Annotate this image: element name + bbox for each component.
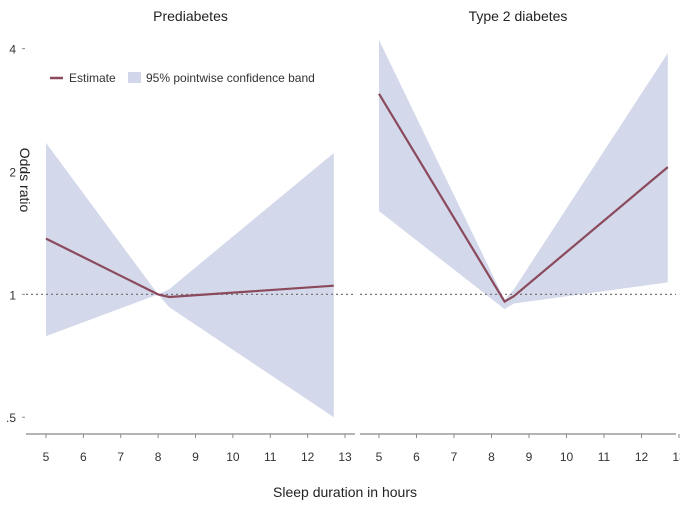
x-tick-label: 7 (117, 450, 124, 464)
y-axis: .5 1 2 4 (6, 43, 25, 425)
x-tick-label: 11 (264, 450, 277, 464)
legend-band-label: 95% pointwise confidence band (146, 71, 315, 85)
y-tick-label: 4 (9, 43, 16, 57)
x-tick-label: 10 (226, 450, 240, 464)
x-tick-label: 6 (413, 450, 420, 464)
x-tick-label: 11 (598, 450, 611, 464)
legend-band-swatch (128, 72, 141, 83)
panel-title: Type 2 diabetes (469, 8, 568, 24)
x-tick-label: 9 (192, 450, 199, 464)
estimate-line (45, 237, 334, 299)
x-tick-label: 5 (376, 450, 383, 464)
x-tick-label: 12 (635, 450, 649, 464)
legend: Estimate 95% pointwise confidence band (50, 71, 315, 85)
chart-panels: Prediabetes 5 6 7 8 9 10 11 12 13 Type 2 diabetes 5… (26, 8, 680, 464)
panel-type-2-diabetes: Type 2 diabetes 5 6 7 8 9 10 11 12 13 (360, 8, 680, 464)
y-axis-title: Odds ratio (17, 148, 33, 213)
y-tick-label: 2 (9, 166, 16, 180)
x-tick-label: 7 (451, 450, 458, 464)
y-tick-label: .5 (6, 411, 16, 425)
x-tick-label: 10 (560, 450, 574, 464)
x-tick-label: 13 (338, 450, 352, 464)
x-tick-label: 12 (301, 450, 315, 464)
x-tick-label: 5 (43, 450, 50, 464)
panel-title: Prediabetes (153, 8, 228, 24)
x-tick-label: 8 (488, 450, 495, 464)
legend-estimate-label: Estimate (69, 71, 116, 85)
y-tick-label: 1 (9, 288, 16, 302)
estimate-line (378, 93, 669, 304)
x-tick-label: 13 (672, 450, 680, 464)
x-tick-label: 6 (80, 450, 87, 464)
x-tick-label: 9 (526, 450, 533, 464)
confidence-band (46, 142, 334, 418)
confidence-band (379, 40, 668, 310)
x-axis-title: Sleep duration in hours (273, 484, 417, 500)
x-tick-label: 8 (155, 450, 162, 464)
panel-prediabetes: Prediabetes 5 6 7 8 9 10 11 12 13 (26, 8, 355, 464)
